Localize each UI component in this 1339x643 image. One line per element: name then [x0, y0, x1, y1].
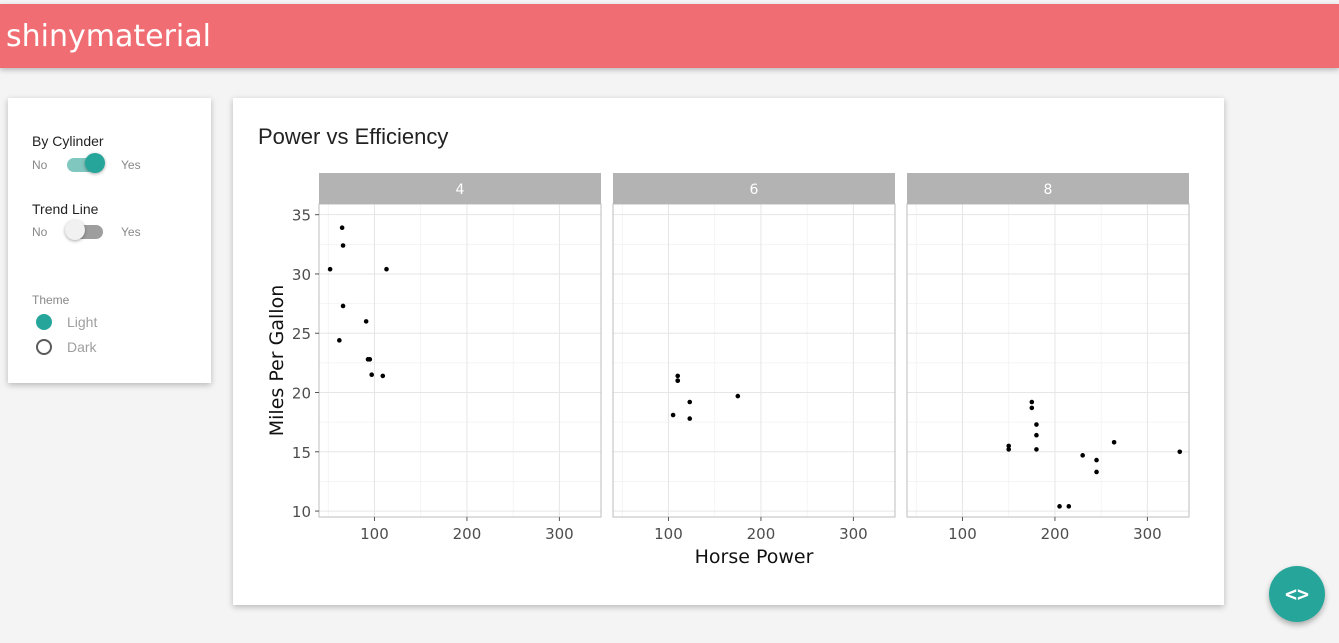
switch-knob	[65, 220, 85, 240]
x-tick-label: 200	[747, 525, 776, 543]
x-tick-label: 200	[1041, 525, 1070, 543]
app-header: shinymaterial	[0, 4, 1339, 68]
data-point	[384, 266, 389, 272]
data-point	[1066, 504, 1072, 509]
x-tick-label: 200	[453, 525, 482, 543]
data-point	[1177, 449, 1183, 455]
data-point	[735, 393, 741, 399]
x-tick-label: 300	[1133, 525, 1162, 543]
data-point	[1111, 440, 1117, 445]
app-title: shinymaterial	[6, 19, 211, 54]
data-point	[369, 372, 375, 378]
data-point	[1080, 453, 1085, 458]
code-icon: <>	[1284, 582, 1310, 606]
x-tick-label: 100	[948, 525, 977, 543]
plot-card: Power vs Efficiency 4 100 200 300 6 100 200 300…	[233, 98, 1224, 605]
panel-background	[319, 204, 601, 517]
data-point	[1034, 447, 1039, 452]
data-point	[340, 303, 346, 309]
by-cylinder-switch[interactable]	[67, 153, 105, 177]
trend-line-on-label: Yes	[121, 225, 141, 239]
data-point	[327, 266, 333, 272]
controls-card: By Cylinder No Yes Trend Line No Yes The…	[8, 98, 211, 383]
y-tick-label: 15	[292, 444, 311, 462]
data-point	[1034, 432, 1039, 438]
trend-line-off-label: No	[32, 225, 48, 239]
data-point	[363, 319, 369, 324]
by-cylinder-off-label: No	[32, 158, 48, 172]
data-point	[1029, 405, 1035, 411]
data-point	[1006, 447, 1012, 452]
data-point	[380, 373, 386, 379]
theme-light-label[interactable]: Light	[67, 314, 98, 330]
data-point	[1029, 399, 1035, 405]
data-point	[675, 373, 681, 379]
code-button[interactable]: <>	[1269, 566, 1325, 622]
x-axis-title: Horse Power	[695, 546, 814, 568]
data-point	[670, 412, 676, 418]
x-tick-label: 100	[654, 525, 683, 543]
panel-background	[613, 204, 895, 517]
facet-label: 6	[750, 182, 759, 198]
y-tick-label: 35	[292, 207, 311, 225]
trend-line-label: Trend Line	[32, 201, 99, 217]
facet-label: 4	[456, 182, 465, 198]
y-tick-label: 20	[292, 385, 311, 403]
data-point	[687, 399, 693, 405]
x-tick-label: 300	[545, 525, 574, 543]
x-tick-label: 300	[839, 525, 868, 543]
theme-label: Theme	[32, 293, 70, 307]
theme-light-radio[interactable]	[36, 314, 52, 330]
theme-dark-label[interactable]: Dark	[67, 339, 97, 355]
data-point	[687, 416, 693, 421]
data-point	[339, 225, 345, 231]
y-tick-label: 10	[292, 503, 311, 521]
x-tick-label: 100	[360, 525, 389, 543]
panel-background	[907, 204, 1189, 517]
facet-label: 8	[1044, 182, 1053, 198]
chart-title: Power vs Efficiency	[258, 124, 449, 149]
data-point	[1057, 504, 1062, 509]
data-point	[367, 357, 373, 362]
trend-line-switch[interactable]	[65, 220, 103, 244]
scatter-chart: 4 100 200 300 6 100 200 300 8 100 200 300 10 15 20 25 30…	[266, 173, 1190, 568]
facet-strip	[319, 173, 601, 204]
data-point	[340, 243, 346, 248]
facet-strip	[907, 173, 1189, 204]
data-point	[337, 338, 342, 343]
data-point	[1034, 422, 1039, 427]
data-point	[1094, 469, 1099, 475]
data-point	[675, 378, 681, 383]
by-cylinder-label: By Cylinder	[32, 133, 104, 149]
by-cylinder-on-label: Yes	[121, 158, 141, 172]
data-point	[1094, 457, 1099, 463]
y-tick-label: 25	[292, 325, 311, 343]
data-point	[1006, 443, 1012, 449]
switch-knob	[85, 153, 105, 173]
facet-strip	[613, 173, 895, 204]
y-axis-title: Miles Per Gallon	[266, 285, 288, 437]
y-tick-label: 30	[292, 266, 311, 284]
theme-dark-radio[interactable]	[36, 339, 52, 355]
